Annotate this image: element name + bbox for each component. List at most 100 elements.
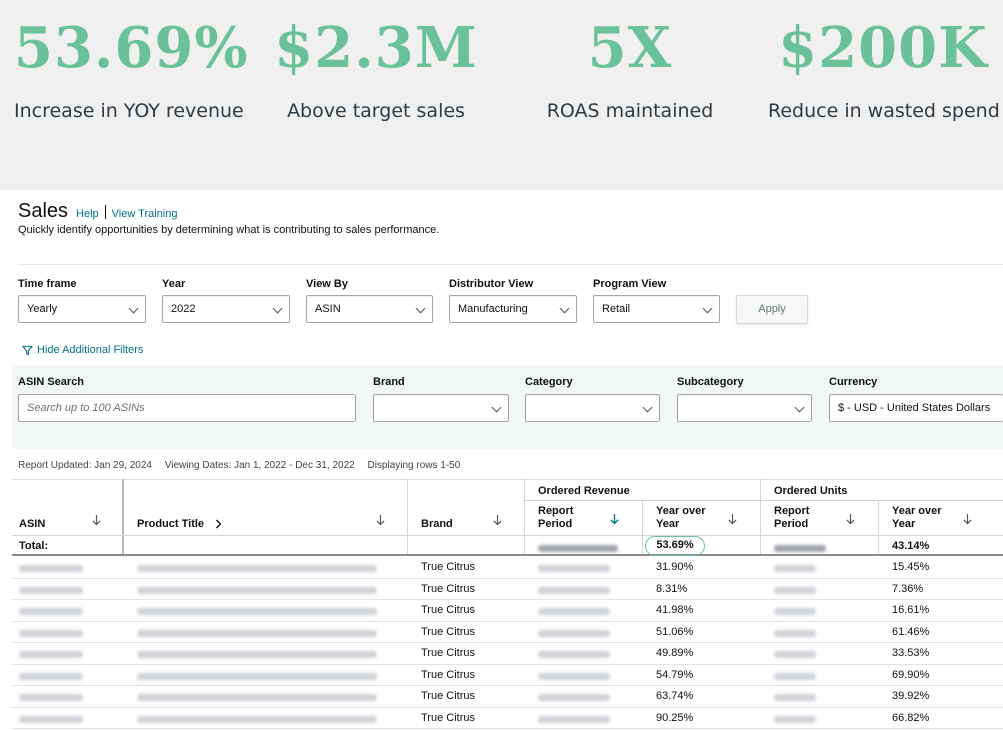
asin-search-input[interactable]: Search up to 100 ASINs: [18, 394, 356, 422]
units-yoy-cell: 16.61%: [892, 604, 930, 616]
product-title-column-header[interactable]: Product Title: [137, 518, 205, 530]
stat-above-target: $2.3M Above target sales: [266, 14, 486, 122]
viewing-dates: Viewing Dates: Jan 1, 2022 - Dec 31, 202…: [164, 460, 355, 471]
ordered-units-group-header: Ordered Units: [774, 485, 848, 497]
brand-select[interactable]: [373, 394, 509, 422]
table-row[interactable]: True Citrus 8.31% 7.36%: [12, 579, 1003, 600]
asin-cell-redacted: [19, 563, 83, 575]
total-units-yoy: 43.14%: [892, 540, 930, 552]
column-divider: [524, 479, 525, 556]
revenue-yoy-cell: 54.79%: [656, 668, 694, 681]
sort-arrow-icon[interactable]: [846, 513, 855, 525]
time-frame-select[interactable]: Yearly: [18, 295, 146, 323]
total-revenue-redacted: [538, 543, 618, 555]
revenue-yoy-cell: 63.74%: [656, 690, 694, 702]
units-yoy-cell: 66.82%: [892, 711, 930, 724]
units-yoy-cell: 39.92%: [892, 690, 930, 702]
asin-cell-redacted: [19, 649, 83, 661]
subcategory-label: Subcategory: [677, 376, 744, 388]
stat-label: ROAS maintained: [546, 100, 714, 122]
brand-cell: True Citrus: [421, 647, 475, 659]
year-select[interactable]: 2022: [162, 295, 290, 323]
stat-wasted-spend: $200K Reduce in wasted spend: [768, 14, 1000, 122]
distributor-view-select[interactable]: Manufacturing: [449, 295, 577, 323]
column-divider: [760, 479, 761, 556]
chevron-down-icon: [794, 402, 805, 413]
units-cell-redacted: [774, 563, 816, 575]
table-row[interactable]: True Citrus 31.90% 15.45%: [12, 557, 1003, 579]
chevron-down-icon: [559, 303, 570, 314]
displaying-rows: Displaying rows 1-50: [367, 460, 461, 471]
revenue-report-period-header[interactable]: Report Period: [538, 505, 574, 530]
sort-arrow-icon[interactable]: [963, 513, 972, 525]
revenue-cell-redacted: [538, 606, 610, 618]
ordered-revenue-group-header: Ordered Revenue: [538, 485, 630, 497]
revenue-cell-redacted: [538, 692, 610, 704]
distributor-view-value: Manufacturing: [458, 303, 528, 315]
stat-label: Reduce in wasted spend: [768, 100, 1000, 122]
asin-search-label: ASIN Search: [18, 376, 85, 388]
asin-cell-redacted: [19, 692, 83, 704]
hide-additional-filters-link[interactable]: Hide Additional Filters: [22, 344, 143, 356]
asin-column-header[interactable]: ASIN: [19, 518, 46, 530]
units-cell-redacted: [774, 649, 816, 661]
revenue-cell-redacted: [538, 585, 610, 597]
table-row[interactable]: True Citrus 54.79% 69.90%: [12, 665, 1003, 686]
subcategory-select[interactable]: [677, 394, 812, 422]
distributor-view-label: Distributor View: [449, 278, 534, 290]
units-yoy-cell: 7.36%: [892, 582, 924, 595]
revenue-cell-redacted: [538, 563, 610, 575]
units-report-period-header[interactable]: Report Period: [774, 505, 810, 530]
asin-cell-redacted: [19, 714, 83, 726]
revenue-cell-redacted: [538, 714, 610, 726]
sales-table: Ordered Revenue Ordered Units ASIN Produ…: [12, 479, 1003, 730]
asin-cell-redacted: [19, 671, 83, 683]
sort-arrow-icon[interactable]: [493, 514, 502, 526]
page-title: Sales: [18, 200, 69, 222]
product-title-cell-redacted: [137, 585, 377, 597]
view-training-link[interactable]: View Training: [111, 208, 178, 220]
revenue-yoy-cell: 51.06%: [656, 625, 694, 638]
stat-value: 5X: [587, 15, 673, 81]
sort-arrow-icon[interactable]: [376, 514, 385, 526]
group-header-divider: [524, 500, 1003, 501]
total-row: Total: 43.14%: [12, 535, 1003, 556]
stats-banner: 53.69% Increase in YOY revenue $2.3M Abo…: [0, 0, 1003, 190]
chevron-right-icon[interactable]: [215, 519, 222, 529]
currency-value: $ - USD - United States Dollars: [838, 402, 991, 414]
program-view-select[interactable]: Retail: [593, 295, 720, 323]
table-row[interactable]: True Citrus 63.74% 39.92%: [12, 686, 1003, 708]
apply-button[interactable]: Apply: [736, 295, 808, 324]
revenue-yoy-header[interactable]: Year over Year: [656, 505, 706, 530]
currency-label: Currency: [829, 376, 878, 388]
sort-arrow-icon[interactable]: [92, 514, 101, 526]
brand-cell: True Citrus: [421, 625, 475, 638]
category-label: Category: [525, 376, 573, 388]
help-link[interactable]: Help: [76, 208, 99, 220]
currency-select[interactable]: $ - USD - United States Dollars: [829, 394, 1003, 422]
asin-cell-redacted: [19, 585, 83, 597]
table-row[interactable]: True Citrus 41.98% 16.61%: [12, 600, 1003, 622]
table-row[interactable]: True Citrus 49.89% 33.53%: [12, 643, 1003, 665]
category-select[interactable]: [525, 394, 660, 422]
sort-arrow-icon[interactable]: [728, 513, 737, 525]
stat-label: Above target sales: [287, 100, 465, 122]
units-cell-redacted: [774, 585, 816, 597]
asin-cell-redacted: [19, 606, 83, 618]
revenue-cell-redacted: [538, 628, 610, 640]
additional-filters-panel: ASIN Search Search up to 100 ASINs Brand…: [12, 365, 1003, 449]
page-subtitle: Quickly identify opportunities by determ…: [18, 224, 440, 236]
stat-value: $200K: [778, 15, 988, 81]
units-yoy-cell: 33.53%: [892, 647, 930, 659]
sort-arrow-active-icon[interactable]: [610, 513, 619, 525]
asin-cell-redacted: [19, 628, 83, 640]
view-by-select[interactable]: ASIN: [306, 295, 433, 323]
total-revenue-yoy-highlight: 53.69%: [645, 536, 705, 556]
brand-column-header[interactable]: Brand: [421, 518, 453, 530]
time-frame-value: Yearly: [27, 303, 58, 315]
units-yoy-header[interactable]: Year over Year: [892, 505, 942, 530]
stat-label: Increase in YOY revenue: [14, 100, 244, 122]
table-row[interactable]: True Citrus 51.06% 61.46%: [12, 622, 1003, 643]
brand-cell: True Citrus: [421, 582, 475, 595]
table-row[interactable]: True Citrus 90.25% 66.82%: [12, 708, 1003, 729]
